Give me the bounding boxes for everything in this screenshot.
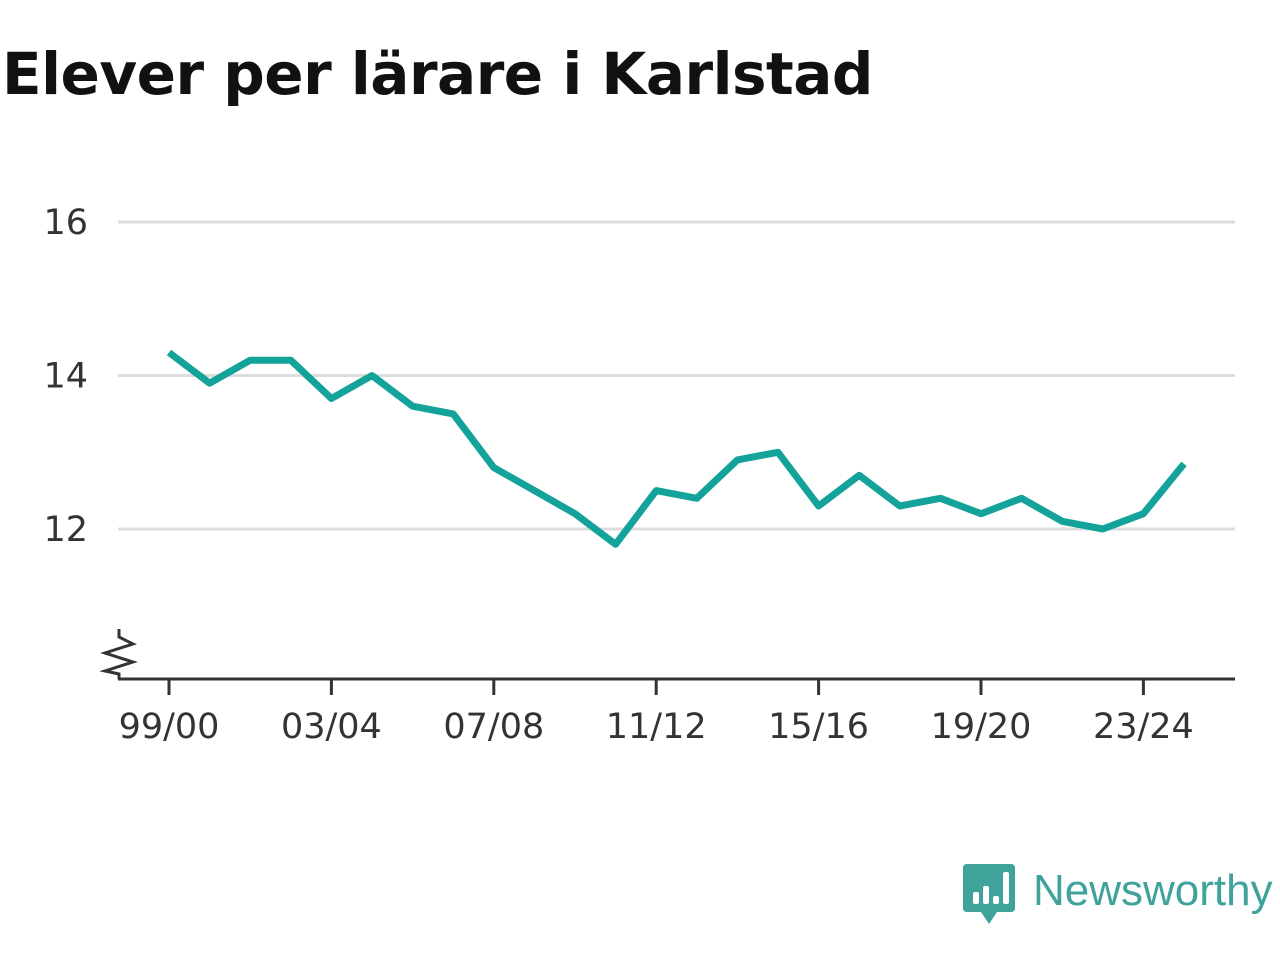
newsworthy-logo: Newsworthy [963, 864, 1273, 928]
series-layer [166, 349, 1187, 548]
axes [99, 629, 1235, 695]
x-tick-label: 07/08 [443, 707, 544, 747]
tick-labels: 12 14 16 99/00 03/04 07/08 11/12 15/16 19/20 23/2… [43, 203, 1193, 747]
y-axis-break [99, 629, 138, 679]
bar-chart-speech-bubble-icon [963, 864, 1015, 924]
x-tick-label: 23/24 [1093, 707, 1194, 747]
x-tick-label: 03/04 [281, 707, 382, 747]
x-tick-label: 19/20 [931, 707, 1032, 747]
grid-lines [118, 220, 1235, 531]
y-tick-label: 14 [43, 357, 88, 397]
x-tick-label: 11/12 [606, 707, 707, 747]
x-tick-label: 99/00 [119, 707, 220, 747]
chart-title: Elever per lärare i Karlstad [2, 40, 873, 108]
y-tick-label: 12 [43, 510, 88, 550]
series-line [166, 349, 1187, 548]
x-tick-label: 15/16 [768, 707, 869, 747]
y-tick-label: 16 [43, 203, 88, 243]
brand-name: Newsworthy [1033, 866, 1273, 915]
